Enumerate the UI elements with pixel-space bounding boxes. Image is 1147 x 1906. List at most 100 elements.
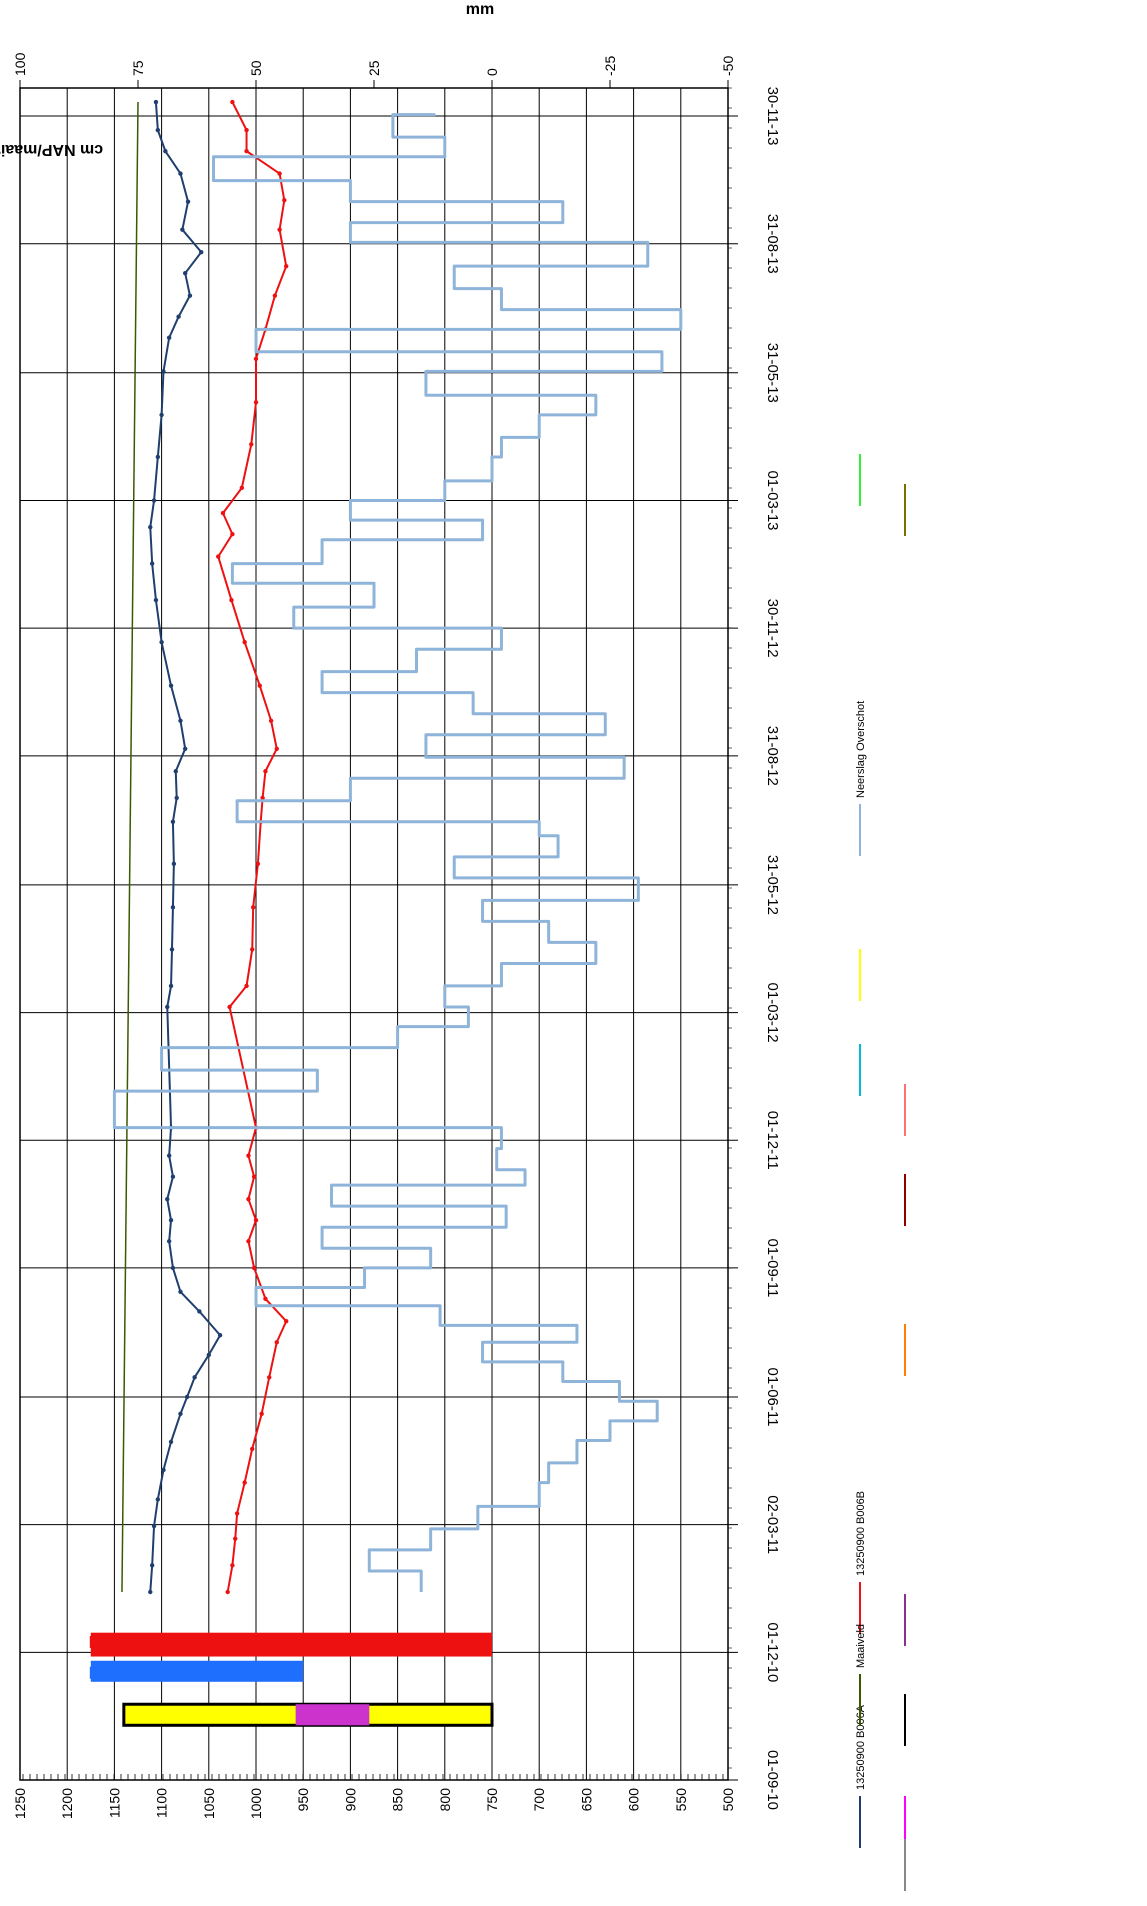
- data-point: [148, 1589, 153, 1595]
- legend-item: 13250900 B006B: [855, 1491, 867, 1634]
- y-left-tick-label: 750: [484, 1788, 500, 1812]
- x-tick-label: 31-05-13: [764, 343, 781, 403]
- data-point: [174, 795, 179, 801]
- y-left-tick-label: 850: [390, 1788, 406, 1812]
- data-point: [253, 356, 259, 361]
- data-point: [178, 718, 183, 723]
- data-point: [246, 1196, 251, 1202]
- data-point: [244, 983, 249, 989]
- data-point: [197, 1309, 202, 1314]
- data-point: [242, 639, 247, 645]
- data-point: [230, 99, 235, 105]
- red-status-bar: [90, 1632, 493, 1657]
- data-point: [168, 983, 174, 989]
- data-point: [233, 1536, 238, 1541]
- data-point: [151, 498, 157, 503]
- y-right-tick-label: -50: [720, 56, 736, 76]
- y-right-tick-label: 50: [248, 60, 264, 76]
- data-point: [246, 1239, 251, 1244]
- legend-item: Maaiveld: [855, 1624, 867, 1726]
- data-point: [246, 1153, 251, 1158]
- data-point: [166, 335, 172, 340]
- data-point: [180, 227, 185, 232]
- data-point: [230, 531, 235, 537]
- data-point: [149, 1563, 155, 1568]
- y-left-tick-label: 1000: [248, 1788, 264, 1819]
- data-point: [148, 524, 153, 530]
- blue-status-outline: [89, 1666, 257, 1679]
- data-point: [165, 1004, 170, 1010]
- legend-label: 13250900 B006A: [855, 1704, 867, 1790]
- data-point: [272, 293, 278, 298]
- data-point: [220, 510, 226, 516]
- y-left-tick-label: 800: [437, 1788, 453, 1812]
- data-point: [163, 148, 168, 154]
- x-tick-label: 01-09-10: [764, 1750, 781, 1810]
- x-tick-label: 31-08-13: [764, 214, 781, 274]
- data-point: [155, 454, 161, 460]
- y-left-tick-label: 600: [626, 1788, 642, 1812]
- data-point: [239, 485, 245, 491]
- data-point: [185, 199, 191, 204]
- data-point: [263, 769, 268, 774]
- data-point: [166, 1239, 172, 1244]
- data-point: [183, 746, 188, 752]
- data-point: [155, 127, 161, 133]
- data-point: [244, 148, 249, 154]
- x-tick-label: 01-06-11: [764, 1368, 781, 1427]
- data-point: [259, 1411, 264, 1417]
- data-point: [250, 1446, 255, 1452]
- data-point: [170, 1174, 176, 1179]
- y-left-tick-label: 1050: [201, 1788, 217, 1819]
- y-left-tick-label: 700: [531, 1788, 547, 1812]
- y-left-tick-label: 500: [720, 1788, 736, 1812]
- data-point: [255, 861, 261, 867]
- data-point: [166, 1153, 172, 1158]
- data-point: [277, 171, 282, 176]
- legend-item: 13250900 B006A: [855, 1704, 867, 1848]
- y-left-tick-label: 1200: [59, 1788, 75, 1819]
- data-point: [168, 1439, 174, 1445]
- y-right-tick-label: 25: [366, 60, 382, 76]
- series-maaiveld: [121, 102, 139, 1593]
- data-point: [277, 227, 282, 232]
- data-point: [159, 639, 164, 645]
- x-tick-label: 30-11-13: [764, 87, 781, 146]
- data-point: [263, 1296, 268, 1301]
- y-left-tick-label: 550: [673, 1788, 689, 1812]
- data-point: [253, 1218, 259, 1223]
- data-point: [165, 1196, 170, 1202]
- y-left-tick-label: 900: [342, 1788, 358, 1812]
- data-point: [217, 1333, 223, 1338]
- x-tick-label: 01-03-12: [764, 983, 781, 1043]
- data-point: [268, 718, 274, 723]
- x-tick-label: 01-09-11: [764, 1238, 781, 1297]
- data-point: [227, 1004, 232, 1010]
- y-right-axis-label: mm: [466, 1, 494, 18]
- y-left-tick-label: 1250: [12, 1788, 28, 1819]
- y-left-tick-label: 950: [295, 1788, 311, 1812]
- x-tick-label: 31-05-12: [764, 855, 781, 915]
- data-point: [216, 554, 221, 559]
- data-point: [192, 1375, 197, 1380]
- data-point: [257, 683, 262, 688]
- data-point: [274, 1340, 279, 1345]
- x-tick-label: 01-12-10: [764, 1622, 781, 1682]
- data-point: [250, 947, 255, 952]
- y-left-tick-label: 1150: [106, 1788, 122, 1818]
- data-point: [176, 314, 181, 319]
- x-tick-label: 01-12-11: [764, 1111, 781, 1170]
- y-right-tick-label: 100: [12, 52, 28, 76]
- data-point: [234, 1511, 240, 1516]
- data-point: [251, 1265, 257, 1271]
- data-point: [153, 597, 159, 603]
- y-right-tick-label: 75: [130, 60, 146, 76]
- red-status-outline: [89, 1635, 399, 1648]
- grid-layer: [19, 87, 738, 1781]
- legend-label: 13250900 B006B: [855, 1491, 867, 1576]
- data-point: [253, 400, 259, 405]
- series-neerslag-overschot: [112, 113, 683, 1592]
- data-point: [173, 769, 178, 774]
- y-left-axis-label: cm NAP/maaiveld: [0, 141, 103, 158]
